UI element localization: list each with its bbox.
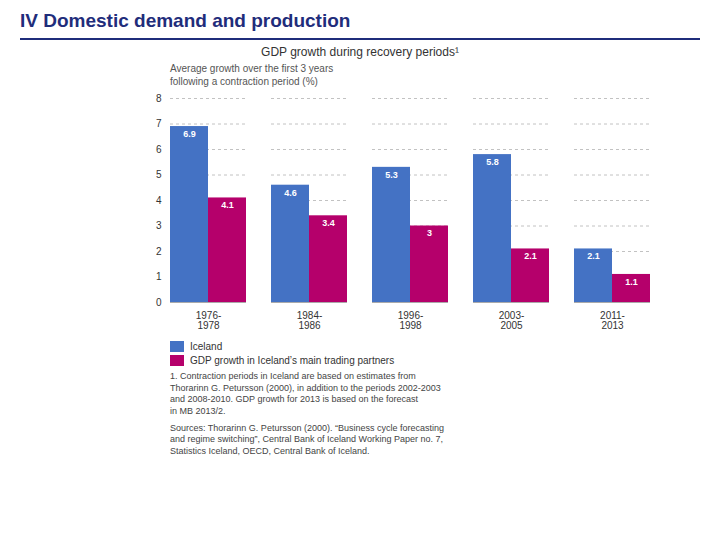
- svg-text:7: 7: [156, 118, 162, 129]
- svg-text:2003-2005: 2003-2005: [499, 310, 525, 331]
- svg-text:5: 5: [156, 169, 162, 180]
- html-text:GDP growth during recovery per: GDP growth during recovery periods¹: [261, 45, 459, 59]
- svg-text:2.1: 2.1: [587, 251, 600, 261]
- svg-text:5.8: 5.8: [486, 157, 499, 167]
- svg-text:4.1: 4.1: [221, 200, 234, 210]
- svg-text:1: 1: [156, 271, 162, 282]
- html-text:IV Domestic demand and product: IV Domestic demand and production: [20, 10, 351, 31]
- svg-text:5.3: 5.3: [385, 170, 398, 180]
- html-text:Iceland: Iceland: [190, 341, 223, 352]
- svg-text:1976-1978: 1976-1978: [196, 310, 222, 331]
- svg-text:3: 3: [427, 228, 432, 238]
- html-text:Average growth over the first: Average growth over the first 3 years fo…: [170, 63, 334, 87]
- html-text:GDP growth in Iceland’s main t: GDP growth in Iceland’s main trading par…: [190, 355, 395, 366]
- svg-text:4.6: 4.6: [284, 188, 297, 198]
- html-text:Sources: Thorarinn G. Petursso: Sources: Thorarinn G. Petursson (2000). …: [170, 422, 444, 457]
- svg-text:8: 8: [156, 93, 162, 104]
- svg-text:6: 6: [156, 144, 162, 155]
- svg-text:2.1: 2.1: [524, 251, 537, 261]
- svg-text:2011-2013: 2011-2013: [600, 310, 625, 331]
- svg-text:1984-1986: 1984-1986: [297, 310, 323, 331]
- svg-text:3: 3: [156, 220, 162, 231]
- svg-text:4: 4: [156, 195, 162, 206]
- svg-text:6.9: 6.9: [183, 129, 196, 139]
- html-text:1. Contraction periods in Icel: 1. Contraction periods in Iceland are ba…: [170, 371, 441, 417]
- svg-text:2: 2: [156, 246, 162, 257]
- svg-text:0: 0: [156, 297, 162, 308]
- svg-text:1.1: 1.1: [625, 277, 638, 287]
- svg-text:3.4: 3.4: [322, 218, 335, 228]
- svg-text:1996-1998: 1996-1998: [398, 310, 424, 331]
